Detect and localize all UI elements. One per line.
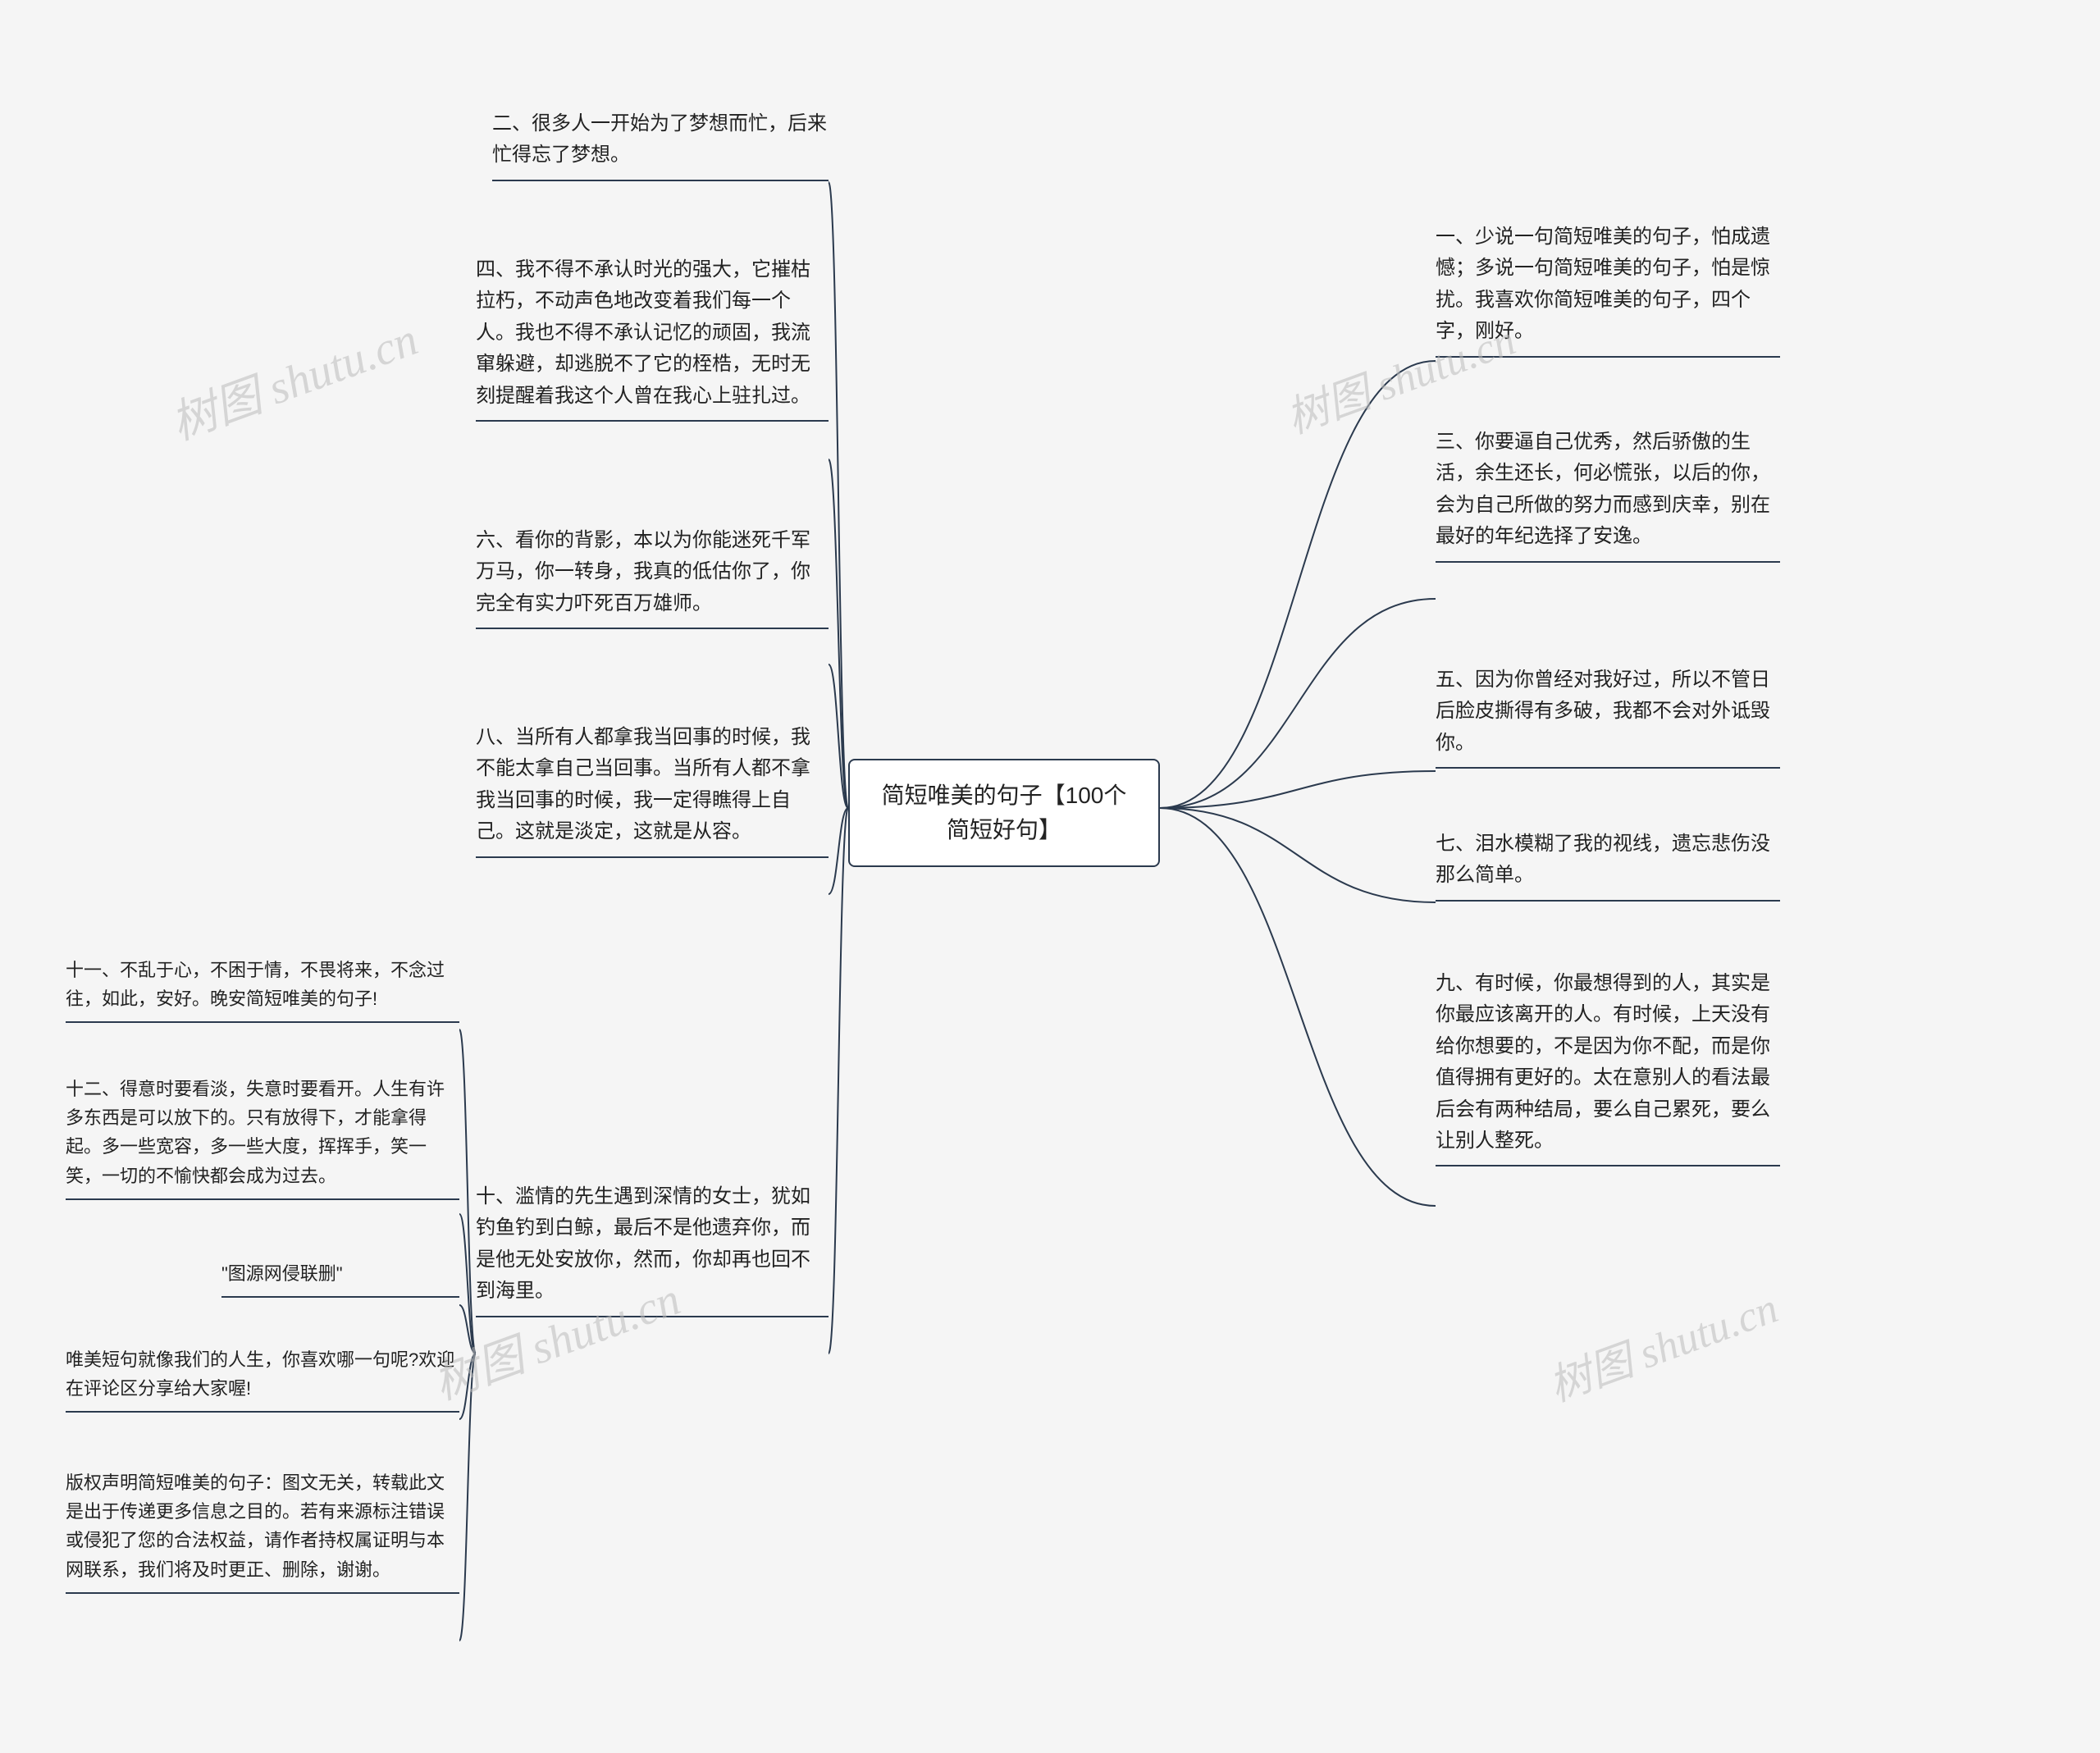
node-n7[interactable]: 七、泪水模糊了我的视线，遗忘悲伤没那么简单。 — [1436, 829, 1780, 902]
node-n11[interactable]: 十一、不乱于心，不困于情，不畏将来，不念过往，如此，安好。晚安简短唯美的句子! — [66, 956, 459, 1023]
node-n4[interactable]: 四、我不得不承认时光的强大，它摧枯拉朽，不动声色地改变着我们每一个人。我也不得不… — [476, 254, 829, 422]
node-n9[interactable]: 九、有时候，你最想得到的人，其实是你最应该离开的人。有时候，上天没有给你想要的，… — [1436, 968, 1780, 1166]
node-n12[interactable]: 十二、得意时要看淡，失意时要看开。人生有许多东西是可以放下的。只有放得下，才能拿… — [66, 1075, 459, 1200]
watermark: 树图 shutu.cn — [161, 303, 426, 454]
node-n10[interactable]: 十、滥情的先生遇到深情的女士，犹如钓鱼钓到白鲸，最后不是他遗弃你，而是他无处安放… — [476, 1181, 829, 1317]
node-n8[interactable]: 八、当所有人都拿我当回事的时候，我不能太拿自己当回事。当所有人都不拿我当回事的时… — [476, 722, 829, 858]
node-n13[interactable]: "图源网侵联删" — [221, 1259, 459, 1298]
node-n15[interactable]: 版权声明简短唯美的句子：图文无关，转载此文是出于传递更多信息之目的。若有来源标注… — [66, 1468, 459, 1594]
mindmap-canvas: 简短唯美的句子【100个简短好句】 二、很多人一开始为了梦想而忙，后来忙得忘了梦想… — [0, 0, 2100, 1753]
node-n5[interactable]: 五、因为你曾经对我好过，所以不管日后脸皮撕得有多破，我都不会对外诋毁你。 — [1436, 664, 1780, 769]
node-n14[interactable]: 唯美短句就像我们的人生，你喜欢哪一句呢?欢迎在评论区分享给大家喔! — [66, 1345, 459, 1413]
center-node[interactable]: 简短唯美的句子【100个简短好句】 — [848, 759, 1160, 867]
node-n1[interactable]: 一、少说一句简短唯美的句子，怕成遗憾；多说一句简短唯美的句子，怕是惊扰。我喜欢你… — [1436, 221, 1780, 358]
node-n6[interactable]: 六、看你的背影，本以为你能迷死千军万马，你一转身，我真的低估你了，你完全有实力吓… — [476, 525, 829, 629]
node-n2[interactable]: 二、很多人一开始为了梦想而忙，后来忙得忘了梦想。 — [492, 108, 829, 181]
watermark: 树图 shutu.cn — [1539, 1273, 1785, 1413]
node-n3[interactable]: 三、你要逼自己优秀，然后骄傲的生活，余生还长，何必慌张，以后的你，会为自己所做的… — [1436, 427, 1780, 563]
